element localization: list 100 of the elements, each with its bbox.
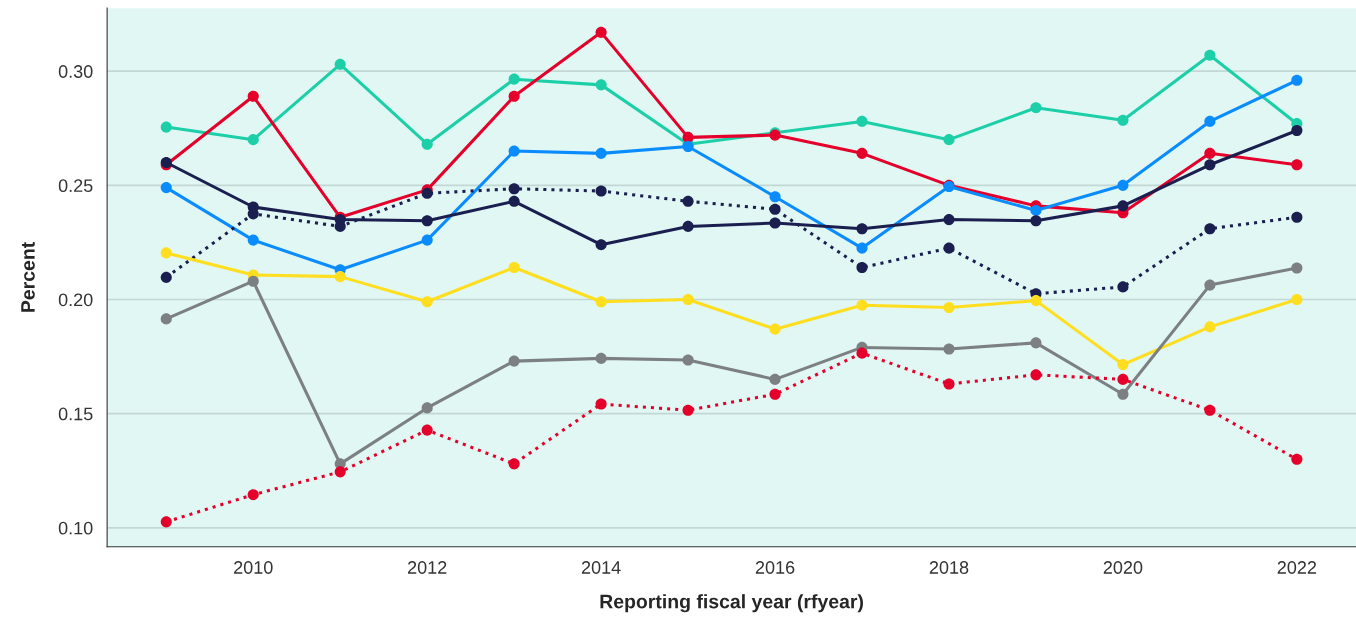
point: [1030, 102, 1042, 114]
point: [334, 58, 346, 70]
point: [160, 121, 172, 133]
point: [856, 299, 868, 311]
point: [160, 182, 172, 194]
x-tick-label: 2022: [1277, 561, 1317, 574]
point: [421, 296, 433, 308]
x-tick-label: 2010: [234, 561, 273, 574]
point: [247, 90, 259, 102]
point: [334, 271, 346, 283]
point: [508, 90, 520, 102]
point: [769, 373, 781, 385]
point: [595, 147, 607, 159]
y-tick-label: 0.25: [58, 179, 93, 193]
point: [856, 242, 868, 254]
point: [1204, 49, 1216, 61]
point: [1291, 211, 1303, 223]
point: [334, 466, 346, 478]
point: [769, 323, 781, 335]
point: [1117, 179, 1129, 191]
point: [1117, 388, 1129, 400]
point: [856, 223, 868, 235]
x-tick-label: 2014: [581, 561, 621, 574]
point: [1204, 321, 1216, 333]
y-tick-label: 0.15: [58, 407, 93, 421]
point: [508, 195, 520, 207]
x-tick-label: 2020: [1103, 561, 1143, 574]
point: [856, 147, 868, 159]
point: [943, 134, 955, 146]
point: [943, 301, 955, 314]
point: [682, 220, 694, 232]
point: [595, 398, 607, 410]
point: [160, 313, 172, 325]
point: [769, 203, 781, 215]
point: [1030, 369, 1042, 381]
point: [247, 234, 259, 246]
point: [1117, 114, 1129, 126]
point: [856, 115, 868, 127]
point: [769, 191, 781, 203]
point: [508, 183, 520, 195]
point: [160, 247, 172, 259]
point: [856, 261, 868, 274]
point: [595, 239, 607, 251]
point: [421, 138, 433, 150]
point: [1291, 293, 1303, 306]
x-axis-title: Reporting fiscal year (rfyear): [600, 594, 863, 613]
point: [595, 26, 607, 38]
point: [160, 516, 172, 528]
point: [247, 489, 259, 501]
point: [421, 424, 433, 436]
point: [943, 242, 955, 254]
y-axis-title: Percent: [21, 242, 35, 312]
point: [508, 355, 520, 367]
point: [1291, 262, 1303, 274]
point: [682, 404, 694, 416]
point: [769, 388, 781, 400]
point: [1291, 453, 1303, 465]
point: [1204, 279, 1216, 291]
point: [856, 347, 868, 359]
y-tick-label: 0.30: [58, 65, 93, 78]
point: [682, 293, 694, 306]
point: [508, 145, 520, 157]
point: [508, 73, 520, 85]
point: [1030, 215, 1042, 227]
point: [595, 296, 607, 308]
point: [1204, 223, 1216, 235]
point: [421, 234, 433, 246]
point: [421, 402, 433, 414]
point: [1117, 281, 1129, 293]
point: [160, 271, 172, 283]
point: [247, 134, 259, 146]
point: [421, 215, 433, 227]
y-tick-label: 0.20: [58, 293, 93, 307]
x-tick-label: 2012: [408, 561, 447, 574]
point: [682, 354, 694, 366]
x-tick-label: 2018: [929, 561, 969, 574]
point: [1204, 115, 1216, 127]
point: [1204, 159, 1216, 171]
point: [247, 275, 259, 287]
point: [508, 458, 520, 470]
point: [682, 195, 694, 207]
point: [943, 214, 955, 226]
point: [769, 217, 781, 229]
point: [508, 261, 520, 274]
point: [1291, 74, 1303, 86]
point: [1117, 358, 1129, 371]
y-tick-label: 0.10: [58, 521, 93, 535]
point: [1117, 373, 1129, 385]
point: [1204, 404, 1216, 416]
point: [595, 352, 607, 364]
point: [1204, 147, 1216, 159]
point: [1030, 204, 1042, 216]
point: [1291, 124, 1303, 137]
point: [943, 343, 955, 355]
point: [1030, 337, 1042, 349]
point: [595, 185, 607, 197]
point: [1291, 159, 1303, 171]
x-tick-label: 2016: [755, 561, 795, 574]
point: [943, 378, 955, 390]
point: [1117, 200, 1129, 212]
